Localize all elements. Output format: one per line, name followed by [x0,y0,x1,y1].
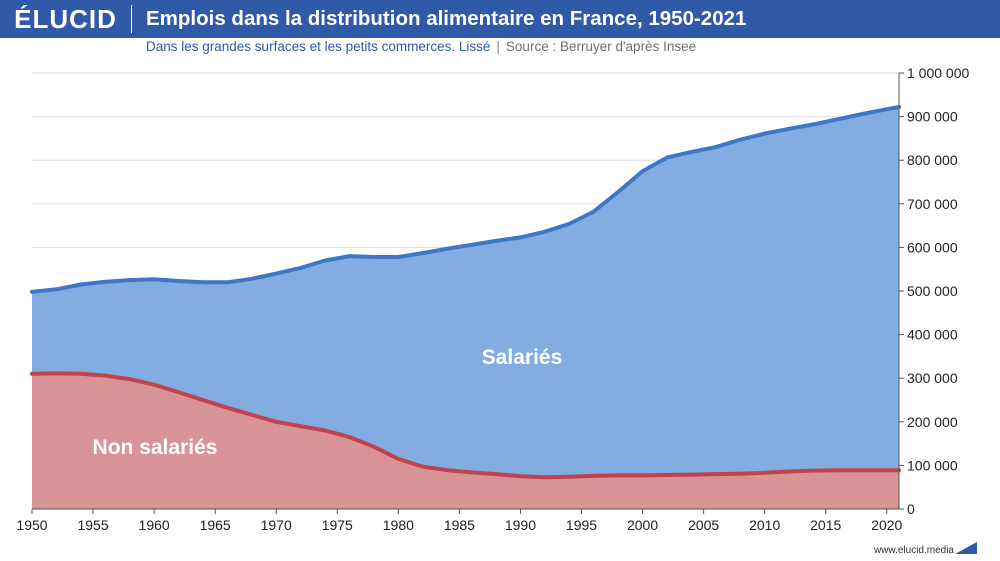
chart-axes: 0 100 000 200 000 300 000 400 000 500 000 600 … [16,65,969,533]
y-tick-label: 700 000 [907,196,958,212]
x-tick-label: 2000 [627,517,658,533]
header-bar: ÉLUCID Emplois dans la distribution alim… [0,0,1000,38]
chart-source: Source : Berruyer d'après Insee [505,39,697,54]
chart-lines [30,105,901,480]
y-tick-label: 300 000 [907,370,958,386]
elucid-mark-icon [955,542,977,554]
y-tick-label: 900 000 [907,109,958,125]
x-tick-label: 1960 [139,517,170,533]
non-salaries-line [30,371,901,480]
y-tick-label: 200 000 [907,414,958,430]
x-tick-label: 1955 [77,517,108,533]
y-tick-label: 800 000 [907,152,958,168]
salaries-label: Salariés [482,346,563,369]
x-tick-label: 2015 [810,517,841,533]
chart-title: Emplois dans la distribution alimentaire… [146,7,747,30]
x-tick-label: 1950 [16,517,47,533]
y-tick-label: 0 [907,501,915,517]
elucid-logo: ÉLUCID [14,3,117,34]
y-tick-label: 100 000 [907,457,958,473]
series-labels: Salariés Non salariés [93,346,563,459]
salaries-line [30,105,901,294]
y-tick-label: 400 000 [907,327,958,343]
x-tick-label: 2010 [749,517,780,533]
y-tick-label: 600 000 [907,239,958,255]
salaries-area [32,107,899,478]
y-tick-label: 1 000 000 [907,65,969,81]
x-tick-label: 2020 [871,517,902,533]
x-tick-label: 2005 [688,517,719,533]
x-tick-label: 1970 [261,517,292,533]
y-tick-label: 500 000 [907,283,958,299]
x-tick-label: 1985 [444,517,475,533]
x-tick-label: 1965 [200,517,231,533]
header-divider [131,5,132,33]
non-salaries-label: Non salariés [93,436,218,459]
footer-url: www.elucid.media [873,545,954,556]
chart-subtitle: Dans les grandes surfaces et les petits … [146,39,491,54]
x-tick-label: 1995 [566,517,597,533]
subtitle-separator: | [496,39,500,54]
x-tick-label: 1980 [383,517,414,533]
x-tick-label: 1990 [505,517,536,533]
subtitle-row: Dans les grandes surfaces et les petits … [146,39,696,57]
x-tick-label: 1975 [322,517,353,533]
